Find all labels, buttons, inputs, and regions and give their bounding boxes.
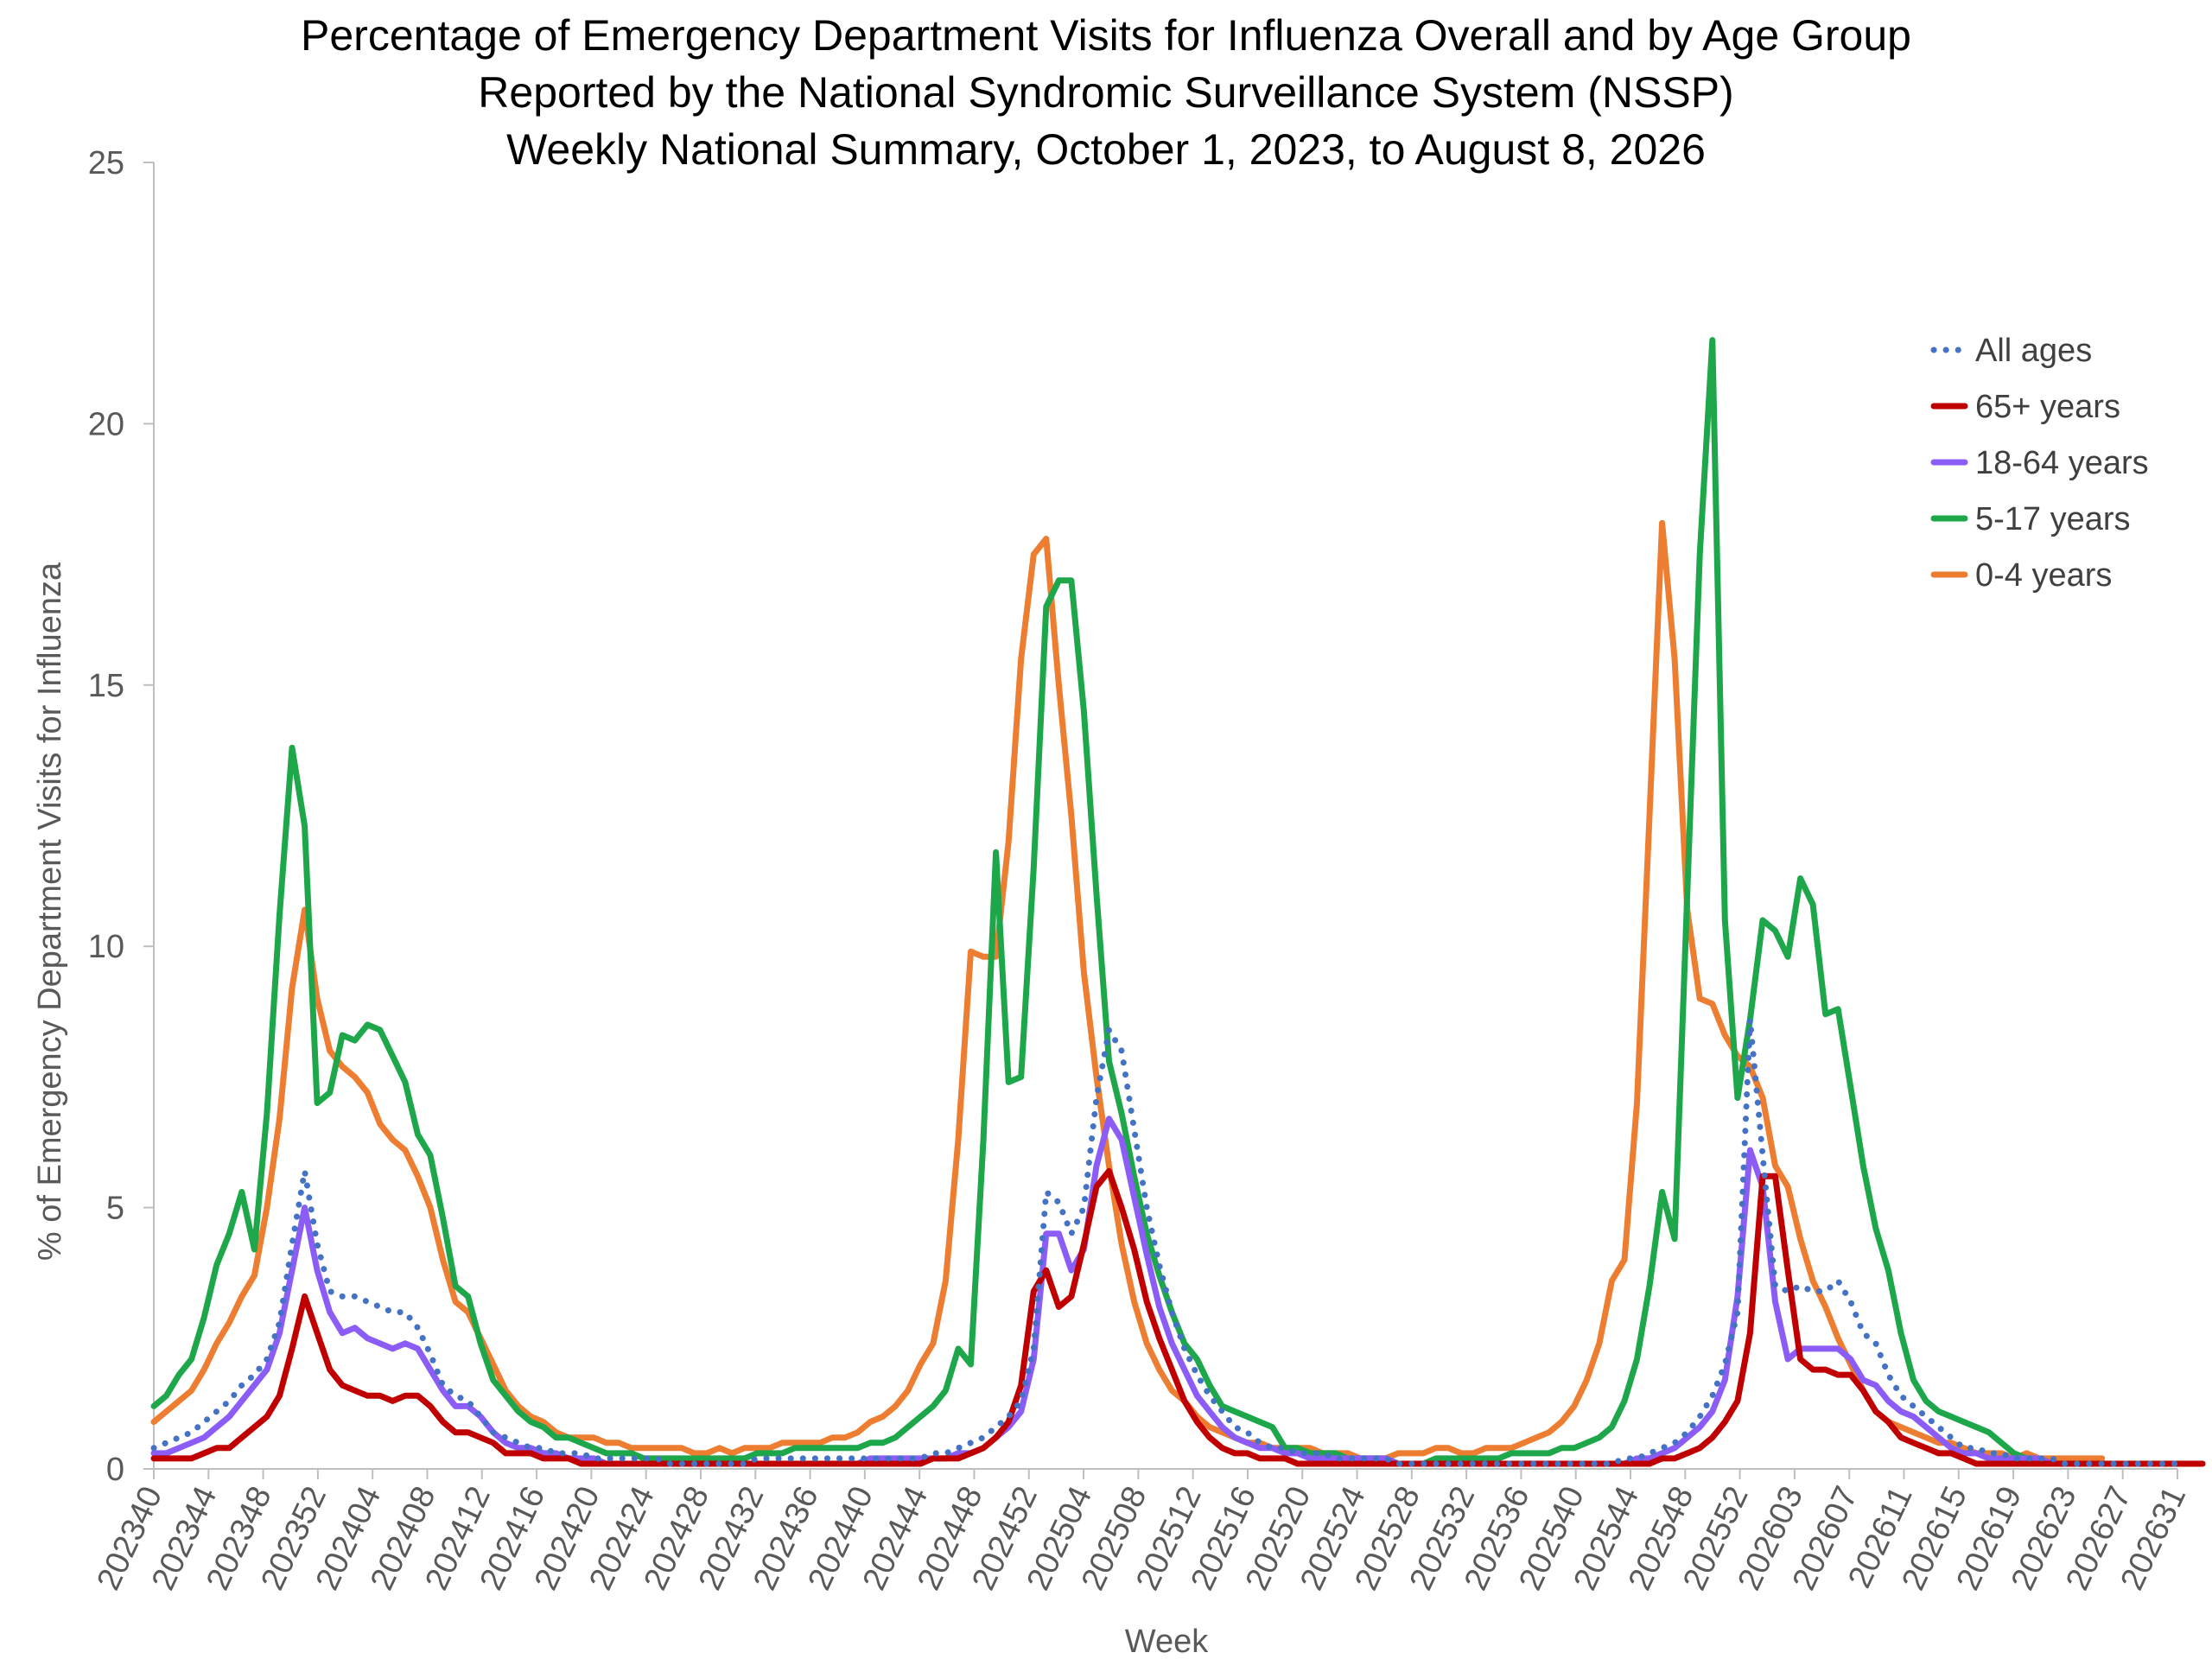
y-tick-label: 0: [106, 1452, 124, 1488]
series-line-65-years: [150, 1167, 2206, 1467]
x-axis-title: Week: [1125, 1624, 1209, 1659]
legend-label: 0-4 years: [1975, 557, 2112, 594]
legend-label: 5-17 years: [1975, 501, 2131, 537]
y-tick-label: 20: [88, 406, 124, 442]
chart-title-line-2: Reported by the National Syndromic Surve…: [478, 68, 1733, 117]
y-tick-label: 10: [88, 929, 124, 965]
legend-label: All ages: [1975, 333, 2092, 369]
chart-title-line-3: Weekly National Summary, October 1, 2023…: [506, 125, 1706, 174]
series-line-all-ages: [150, 1016, 2181, 1467]
series-line-5-17-years: [150, 337, 2143, 1467]
y-tick-label: 25: [88, 145, 124, 181]
legend: All ages 65+ years 18-64 years 5-17 years 0-…: [1930, 333, 2149, 594]
series-line-18-64-years: [150, 1116, 2168, 1467]
y-tick-label: 15: [88, 668, 124, 704]
plot-area: [150, 337, 2206, 1467]
chart-title-line-1: Percentage of Emergency Department Visit…: [301, 11, 1911, 60]
y-axis-title: % of Emergency Department Visits for Inf…: [32, 562, 68, 1261]
y-tick-label: 5: [106, 1191, 124, 1227]
legend-label: 65+ years: [1975, 389, 2120, 425]
chart-title: Percentage of Emergency Department Visit…: [301, 11, 1911, 174]
legend-label: 18-64 years: [1975, 445, 2149, 481]
y-axis: 0 5 10 15 20 25: [88, 145, 155, 1488]
